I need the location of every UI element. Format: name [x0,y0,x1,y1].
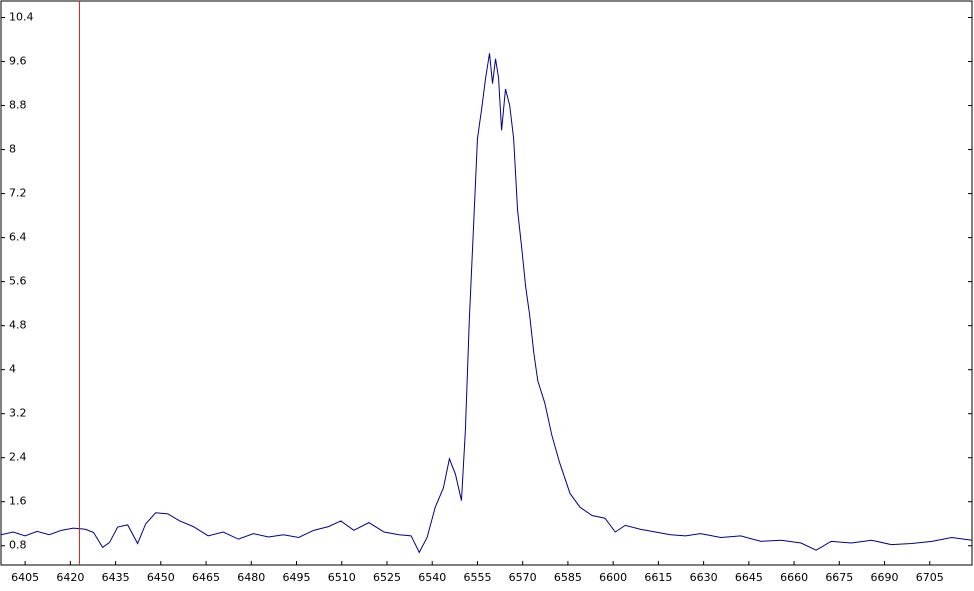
plot-frame [0,0,973,566]
x-tick-label: 6570 [509,571,537,584]
y-tick-label: 3.2 [9,407,27,420]
x-tick-label: 6645 [735,571,763,584]
x-tick-label: 6510 [328,571,356,584]
y-tick-label: 9.6 [9,55,27,68]
y-tick-label: 10.4 [9,11,34,24]
y-tick-label: 5.6 [9,275,27,288]
x-tick-label: 6555 [463,571,491,584]
y-tick-label: 2.4 [9,451,27,464]
x-tick-label: 6585 [554,571,582,584]
y-tick-label: 6.4 [9,231,27,244]
y-tick-label: 4 [9,363,16,376]
y-tick-label: 7.2 [9,187,27,200]
x-tick-label: 6420 [56,571,84,584]
x-tick-label: 6450 [147,571,175,584]
x-tick-label: 6465 [192,571,220,584]
x-tick-label: 6630 [690,571,718,584]
x-tick-label: 6480 [237,571,265,584]
spectrum-line [0,53,973,554]
x-tick-label: 6525 [373,571,401,584]
x-tick-label: 6600 [599,571,627,584]
y-tick-label: 4.8 [9,319,27,332]
y-tick-label: 1.6 [9,495,27,508]
y-tick-label: 0.8 [9,539,27,552]
y-tick-label: 8.8 [9,99,27,112]
y-tick-label: 8 [9,143,16,156]
x-tick-label: 6675 [825,571,853,584]
x-tick-label: 6540 [418,571,446,584]
x-tick-label: 6435 [102,571,130,584]
x-tick-label: 6405 [11,571,39,584]
x-tick-label: 6705 [916,571,944,584]
x-tick-label: 6615 [644,571,672,584]
x-tick-label: 6660 [780,571,808,584]
x-tick-label: 6690 [871,571,899,584]
x-tick-label: 6495 [283,571,311,584]
